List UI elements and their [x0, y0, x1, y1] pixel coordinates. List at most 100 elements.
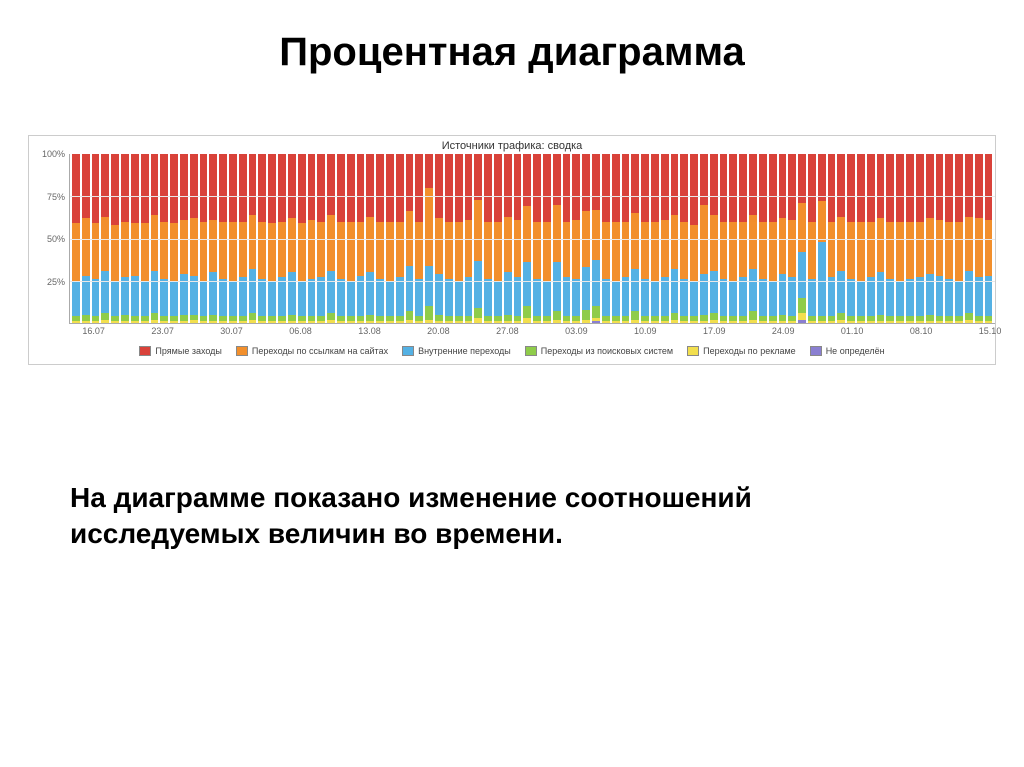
bar-segment [612, 281, 620, 316]
bar-segment [523, 154, 531, 206]
bar-segment [209, 321, 217, 323]
bar-segment [308, 154, 316, 220]
bar-segment [376, 222, 384, 279]
bar-segment [612, 222, 620, 281]
bar-segment [288, 272, 296, 314]
bar-segment [258, 154, 266, 222]
bar-segment [828, 277, 836, 316]
bar-segment [455, 154, 463, 222]
bar-segment [396, 321, 404, 323]
bar-segment [563, 222, 571, 278]
bar-segment [759, 321, 767, 323]
bar-segment [327, 215, 335, 271]
bar-segment [926, 315, 934, 322]
bar-segment [641, 279, 649, 316]
bar-segment [327, 271, 335, 313]
bar-segment [847, 279, 855, 316]
bar-segment [749, 311, 757, 319]
bar-segment [936, 276, 944, 317]
caption-text: На диаграмме показано изменение соотноше… [70, 480, 844, 553]
bar-segment [474, 318, 482, 323]
bar-segment [268, 154, 276, 223]
bar-segment [308, 321, 316, 323]
bar-segment [965, 320, 973, 323]
bar-segment [504, 272, 512, 314]
bar-segment [219, 279, 227, 316]
bar-segment [553, 311, 561, 319]
bar-segment [818, 242, 826, 316]
bar-segment [867, 321, 875, 323]
bar-segment [386, 281, 394, 316]
bar-segment [926, 154, 934, 218]
bar-segment [494, 281, 502, 316]
legend-swatch [402, 346, 414, 356]
bar-segment [435, 315, 443, 322]
bar-segment [965, 154, 973, 217]
x-tick-label: 03.09 [565, 326, 588, 336]
bar-segment [514, 321, 522, 323]
bar-segment [690, 282, 698, 316]
bar-segment [209, 315, 217, 322]
bar-segment [936, 154, 944, 220]
bar-segment [386, 321, 394, 323]
bar-segment [484, 279, 492, 316]
bar-segment [425, 306, 433, 320]
bar-segment [955, 222, 963, 281]
bar-segment [769, 154, 777, 222]
bar-segment [808, 279, 816, 316]
bar-segment [396, 222, 404, 278]
bar-segment [582, 267, 590, 309]
bar-segment [474, 261, 482, 308]
bar-segment [327, 320, 335, 323]
bar-segment [101, 313, 109, 320]
legend-swatch [687, 346, 699, 356]
bar-segment [788, 277, 796, 316]
bar-segment [857, 222, 865, 281]
legend-item: Переходы по ссылкам на сайтах [236, 346, 388, 356]
bar-segment [455, 321, 463, 323]
bar-segment [484, 154, 492, 222]
bar-segment [514, 277, 522, 316]
bar-segment [445, 321, 453, 323]
bar-segment [337, 279, 345, 316]
legend-item: Прямые заходы [139, 346, 221, 356]
bar-segment [886, 321, 894, 323]
bar-segment [720, 321, 728, 323]
x-tick-label: 16.07 [82, 326, 105, 336]
bar-segment [435, 321, 443, 323]
bar-segment [258, 279, 266, 316]
bar-segment [121, 315, 129, 322]
bar-segment [141, 321, 149, 323]
bar-segment [926, 218, 934, 274]
bar-segment [435, 218, 443, 274]
bar-segment [533, 321, 541, 323]
bar-segment [916, 222, 924, 278]
bar-segment [200, 154, 208, 222]
bar-segment [739, 277, 747, 316]
bar-segment [101, 271, 109, 313]
bar-segment [945, 154, 953, 222]
bar-segment [494, 154, 502, 222]
bar-segment [190, 154, 198, 218]
bar-segment [455, 222, 463, 281]
x-tick-label: 08.10 [910, 326, 933, 336]
bar-segment [357, 154, 365, 222]
bar-segment [200, 222, 208, 281]
bar-segment [170, 321, 178, 323]
bar-segment [592, 306, 600, 318]
y-axis: 25%50%75%100% [29, 154, 69, 324]
legend-swatch [236, 346, 248, 356]
bar-segment [396, 154, 404, 222]
bar-segment [631, 320, 639, 323]
bar-segment [818, 201, 826, 242]
bar-segment [219, 222, 227, 279]
bar-segment [92, 223, 100, 279]
bar-segment [896, 154, 904, 222]
bar-segment [268, 223, 276, 282]
bar-segment [837, 154, 845, 217]
legend-swatch [525, 346, 537, 356]
bar-segment [151, 154, 159, 215]
bar-segment [798, 320, 806, 323]
bar-segment [602, 279, 610, 316]
bar-segment [729, 281, 737, 316]
